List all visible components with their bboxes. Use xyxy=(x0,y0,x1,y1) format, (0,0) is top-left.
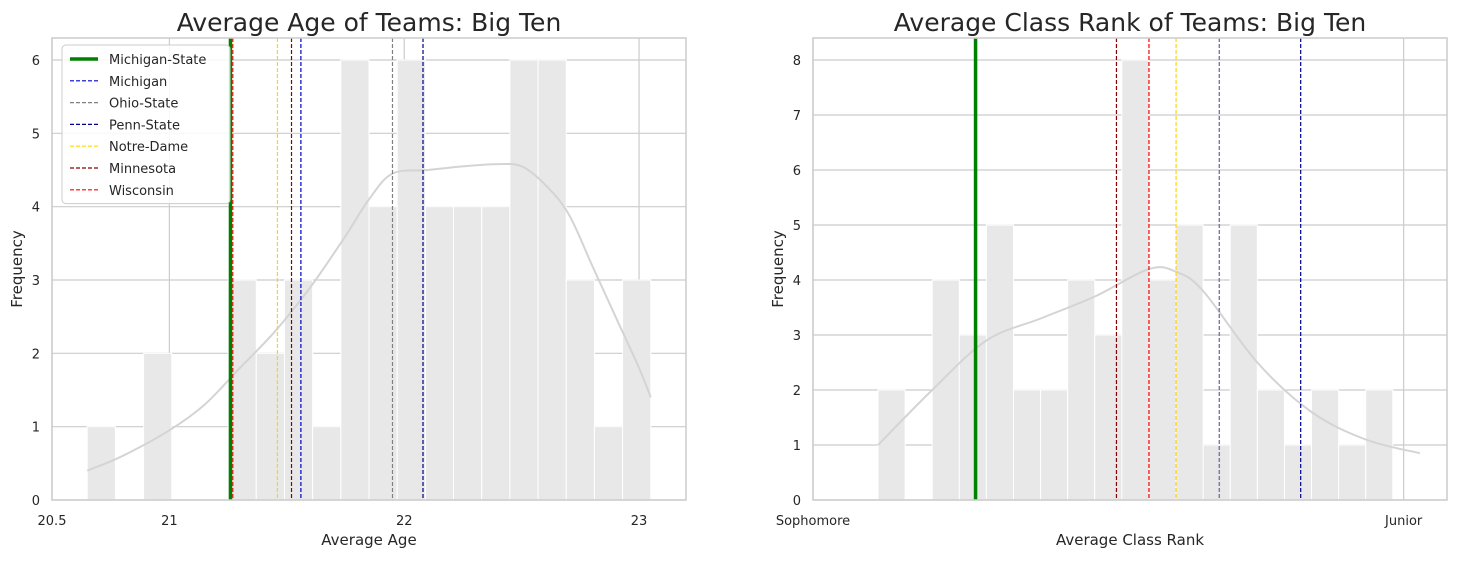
class-rank-bar xyxy=(985,224,1014,501)
age-bar xyxy=(453,206,483,501)
age-legend-label: Michigan-State xyxy=(109,53,206,68)
age-bars xyxy=(86,59,652,501)
class-rank-axes-frame xyxy=(812,37,1448,501)
age-legend: Michigan-State Michigan Ohio-State Penn-Sta… xyxy=(61,44,231,205)
age-bar xyxy=(509,59,539,501)
class-rank-bar xyxy=(1067,279,1096,501)
class-rank-bar xyxy=(1283,444,1313,501)
age-kde-curve xyxy=(86,162,652,472)
class-rank-y-tick-label: 5 xyxy=(793,219,801,234)
class-rank-bar xyxy=(1175,224,1204,501)
age-bar xyxy=(255,352,285,501)
age-y-tick-label: 0 xyxy=(32,494,40,509)
class-rank-y-axis-label: Frequency xyxy=(769,230,787,308)
age-legend-label: Michigan xyxy=(109,75,167,90)
age-bar xyxy=(537,59,567,501)
age-y-tick-label: 1 xyxy=(32,421,40,436)
class-rank-bar xyxy=(1229,224,1258,501)
age-x-tick-label: 23 xyxy=(631,514,648,529)
age-y-tick-label: 5 xyxy=(32,127,40,142)
age-legend-box xyxy=(61,44,231,205)
age-axes-frame xyxy=(51,37,687,501)
age-y-tick-label: 3 xyxy=(32,274,40,289)
age-y-tick-label: 6 xyxy=(32,54,40,69)
age-x-tick-label: 21 xyxy=(161,514,178,529)
age-bar xyxy=(424,206,455,501)
age-bar xyxy=(143,352,173,501)
class-rank-y-tick-label: 2 xyxy=(793,384,801,399)
age-y-axis-label: Frequency xyxy=(8,230,26,308)
class-rank-y-tick-label: 0 xyxy=(793,494,801,509)
class-rank-chart: 0 1 2 3 4 5 6 7 8 Sophomore Junior Average Class Ra… xyxy=(769,8,1448,549)
class-rank-bar xyxy=(1148,279,1177,501)
age-x-tick-label: 22 xyxy=(396,514,413,529)
class-rank-bars xyxy=(877,59,1394,501)
class-rank-y-tick-label: 6 xyxy=(793,164,801,179)
class-rank-y-tick-label: 3 xyxy=(793,329,801,344)
age-legend-label: Wisconsin xyxy=(109,184,174,199)
class-rank-bar xyxy=(1040,389,1069,501)
age-x-axis-label: Average Age xyxy=(321,531,416,549)
class-rank-chart-title: Average Class Rank of Teams: Big Ten xyxy=(894,8,1366,37)
age-bar xyxy=(622,279,652,501)
age-x-tick-label: 20.5 xyxy=(38,514,67,529)
age-chart-title: Average Age of Teams: Big Ten xyxy=(177,8,562,37)
age-bar xyxy=(481,206,511,501)
age-bar xyxy=(86,426,116,501)
class-rank-y-tick-label: 1 xyxy=(793,439,801,454)
class-rank-y-tick-label: 7 xyxy=(793,109,801,124)
class-rank-bar xyxy=(1012,389,1042,501)
age-bar xyxy=(340,59,370,501)
class-rank-bar xyxy=(958,334,987,501)
class-rank-bar xyxy=(877,389,906,501)
class-rank-x-tick-label: Sophomore xyxy=(776,514,850,529)
class-rank-bar xyxy=(1094,334,1123,501)
class-rank-bar xyxy=(1256,389,1285,501)
class-rank-bar xyxy=(1338,444,1367,501)
class-rank-bar xyxy=(1202,444,1231,501)
age-y-tick-label: 4 xyxy=(32,201,40,216)
class-rank-x-tick-label: Junior xyxy=(1384,514,1423,529)
age-legend-label: Ohio-State xyxy=(109,97,178,112)
class-rank-bar xyxy=(931,279,960,501)
age-legend-label: Notre-Dame xyxy=(109,140,188,155)
age-bar xyxy=(312,426,342,501)
age-bar xyxy=(565,279,595,501)
class-rank-bar xyxy=(1311,389,1340,501)
age-bar xyxy=(283,279,314,501)
age-legend-label: Minnesota xyxy=(109,162,176,177)
age-y-tick-label: 2 xyxy=(32,347,40,362)
age-legend-label: Penn-State xyxy=(109,118,180,133)
class-rank-y-tick-label: 4 xyxy=(793,274,801,289)
class-rank-team-lines xyxy=(973,38,1302,500)
class-rank-bar xyxy=(1365,389,1394,501)
class-rank-x-axis-label: Average Class Rank xyxy=(1056,531,1204,549)
age-bar xyxy=(396,59,426,501)
age-bar xyxy=(593,426,624,501)
class-rank-y-tick-label: 8 xyxy=(793,54,801,69)
